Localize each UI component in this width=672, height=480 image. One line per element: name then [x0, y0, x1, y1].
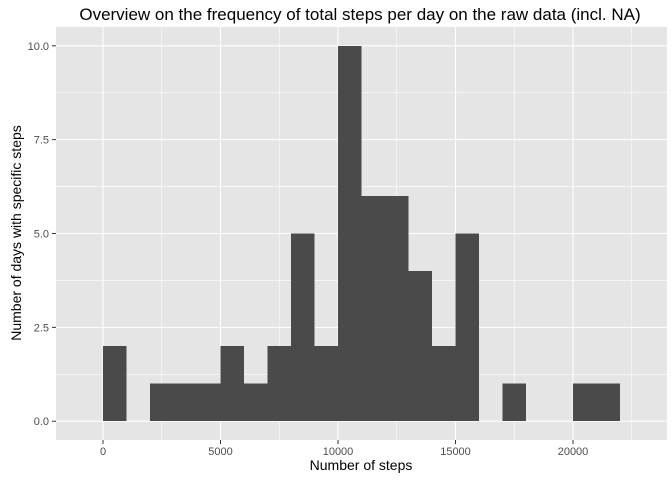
y-tick-label: 10.0 — [28, 41, 49, 53]
histogram-bar — [502, 383, 526, 422]
histogram-bar — [197, 383, 221, 422]
histogram-bars — [103, 45, 620, 422]
histogram-bar — [361, 195, 385, 422]
histogram-bar — [220, 346, 244, 422]
histogram-bar — [103, 346, 127, 422]
histogram-bar — [314, 346, 338, 422]
histogram-bar — [573, 383, 597, 422]
x-tick-label: 20000 — [558, 446, 589, 458]
x-tick-label: 0 — [100, 446, 106, 458]
y-tick-label: 7.5 — [34, 135, 49, 147]
histogram-bar — [173, 383, 197, 422]
x-axis-title: Number of steps — [310, 457, 413, 473]
y-axis-title: Number of days with specific steps — [8, 125, 24, 341]
histogram-bar — [432, 346, 456, 422]
x-tick-label: 15000 — [440, 446, 471, 458]
chart-title: Overview on the frequency of total steps… — [79, 5, 640, 24]
y-tick-label: 2.5 — [34, 322, 49, 334]
x-tick-label: 5000 — [208, 446, 232, 458]
histogram-bar — [150, 383, 174, 422]
y-axis: 0.0 2.5 5.0 7.5 10.0 — [28, 41, 56, 428]
histogram-bar — [291, 233, 315, 422]
histogram-bar — [267, 346, 291, 422]
histogram-bar — [338, 45, 362, 422]
histogram-bar — [455, 233, 479, 422]
histogram-bar — [408, 271, 432, 422]
histogram-bar — [385, 195, 409, 422]
x-axis: 0 5000 10000 15000 20000 — [100, 440, 588, 458]
y-tick-label: 0.0 — [34, 416, 49, 428]
histogram-bar — [596, 383, 620, 422]
histogram-bar — [244, 383, 268, 422]
y-tick-label: 5.0 — [34, 229, 49, 241]
x-tick-label: 10000 — [323, 446, 354, 458]
